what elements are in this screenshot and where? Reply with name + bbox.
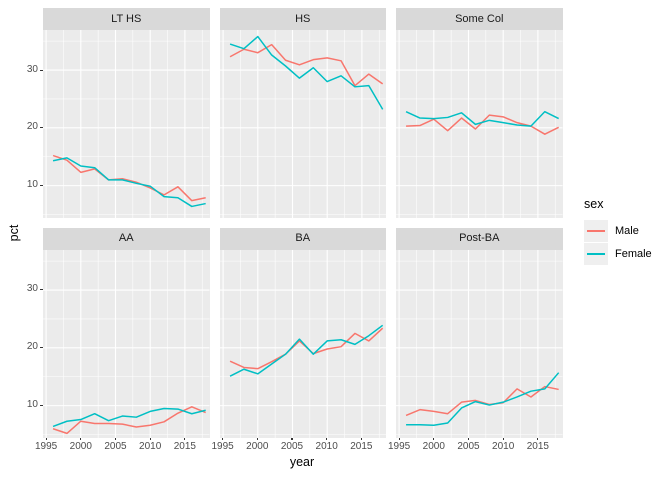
facet-strip: Post-BA [396, 227, 563, 250]
facet-strip-label: Post-BA [459, 232, 500, 244]
x-tick-label: 2010 [139, 441, 162, 452]
x-tick-mark [433, 437, 435, 441]
y-tick-label: 10 [26, 398, 38, 410]
facet-hs: HS [219, 8, 386, 218]
legend-key-male [584, 220, 608, 242]
x-tick-label: 1995 [211, 441, 234, 452]
legend-entry-female: Female [584, 243, 652, 265]
female-line-swatch [587, 253, 605, 255]
y-tick-mark [40, 69, 43, 71]
x-tick-mark [291, 437, 293, 441]
series-line-male [52, 405, 206, 434]
x-tick-mark [114, 437, 117, 441]
x-tick-label: 2000 [246, 441, 269, 452]
facet-strip: BA [219, 227, 386, 250]
x-tick-mark [222, 437, 224, 441]
y-tick-label: 30 [26, 283, 38, 295]
y-tick-label: 20 [26, 340, 38, 352]
facet-ba: BA [219, 227, 386, 438]
facet-strip-label: AA [118, 232, 134, 244]
series-line-female [52, 407, 206, 427]
x-tick-mark [537, 437, 539, 441]
x-tick-label: 1995 [387, 441, 411, 452]
y-tick-label: 10 [26, 179, 38, 191]
facet-post-ba: Post-BA [396, 227, 563, 438]
y-tick-mark [40, 185, 43, 187]
legend-label-male: Male [615, 225, 639, 237]
series-line-female [52, 157, 206, 208]
y-tick-label: 20 [26, 121, 38, 133]
y-axis-title: pct [7, 224, 21, 242]
series-line-male [229, 43, 383, 87]
x-tick-label: 2010 [315, 441, 338, 452]
y-tick-mark [40, 346, 43, 348]
x-axis-title: year [289, 455, 315, 469]
legend-sex: sex Male Female [584, 197, 652, 266]
x-tick-label: 1995 [34, 441, 58, 452]
x-tick-mark [360, 437, 362, 441]
legend-key-female [584, 243, 608, 265]
facet-strip: Some Col [396, 8, 563, 30]
panel-aa [43, 249, 210, 438]
facet-lt-hs: LT HS [43, 8, 210, 218]
series-line-male [52, 154, 206, 202]
x-tick-mark [326, 437, 328, 441]
x-tick-label: 2015 [526, 441, 549, 452]
x-tick-mark [502, 437, 504, 441]
panel-ba [219, 249, 386, 438]
facet-strip: AA [43, 227, 210, 250]
facet-aa: AA [43, 227, 210, 438]
facet-some-col: Some Col [396, 8, 563, 218]
legend-entry-male: Male [584, 220, 652, 242]
x-tick-label: 2000 [422, 441, 445, 452]
series-line-female [406, 371, 560, 426]
x-tick-mark [45, 437, 47, 441]
x-tick-label: 2010 [492, 441, 515, 452]
facet-strip-label: Some Col [455, 12, 504, 25]
x-tick-mark [149, 437, 151, 441]
x-tick-label: 2005 [457, 441, 480, 452]
panel-post-ba [396, 249, 563, 438]
x-tick-mark [256, 437, 258, 441]
x-tick-label: 2015 [350, 441, 373, 452]
x-tick-mark [80, 437, 82, 441]
legend-title: sex [584, 197, 604, 211]
x-tick-label: 2000 [69, 441, 92, 452]
panel-some-col [396, 30, 563, 218]
x-tick-mark [467, 437, 470, 441]
y-tick-mark [40, 404, 43, 406]
y-tick-mark [40, 289, 43, 291]
series-line-female [229, 35, 383, 110]
series-line-male [229, 327, 383, 369]
series-line-male [405, 385, 559, 416]
x-tick-label: 2015 [173, 441, 196, 452]
facet-strip-label: BA [295, 232, 311, 244]
x-tick-label: 2005 [104, 441, 127, 452]
facet-strip: HS [219, 8, 386, 30]
facet-strip-label: HS [295, 12, 311, 25]
panel-hs [219, 30, 386, 218]
panel-lt-hs [43, 30, 210, 218]
legend-label-female: Female [615, 248, 652, 260]
x-tick-mark [184, 437, 186, 441]
series-line-female [229, 324, 383, 377]
male-line-swatch [587, 230, 605, 232]
series-line-female [405, 110, 560, 127]
y-tick-mark [40, 127, 43, 129]
x-tick-mark [398, 437, 400, 441]
x-tick-label: 2005 [280, 441, 304, 452]
facet-strip: LT HS [43, 8, 210, 30]
y-tick-label: 30 [26, 63, 38, 75]
facet-strip-label: LT HS [111, 12, 142, 25]
